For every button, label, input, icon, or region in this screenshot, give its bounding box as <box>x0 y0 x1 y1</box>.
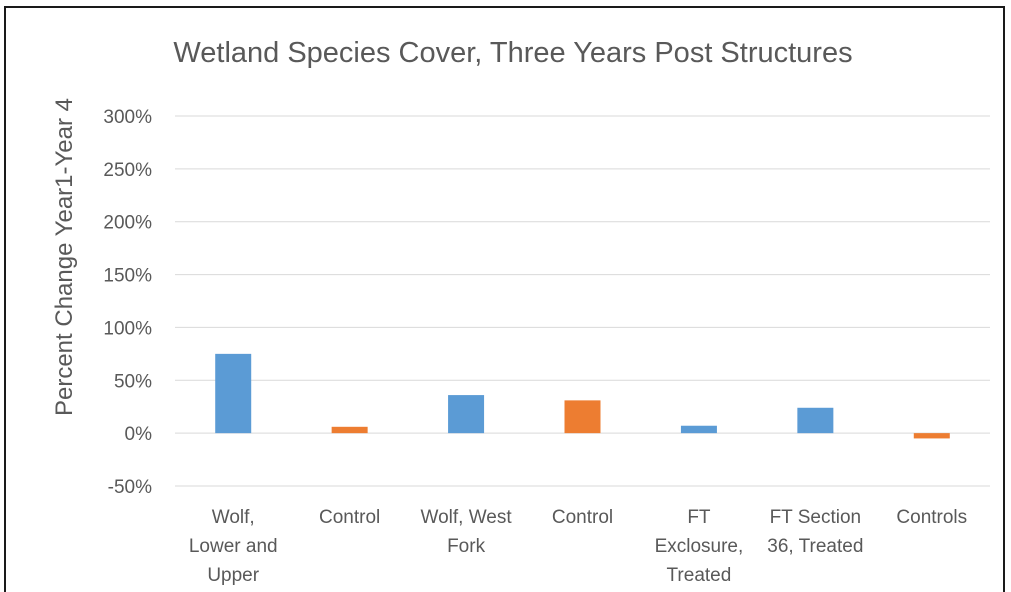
category-label: Control <box>552 507 613 528</box>
bar <box>448 395 485 434</box>
category-labels: Wolf, Lower and Upper Control Wolf, West Fork… <box>189 507 967 586</box>
bar <box>331 426 368 434</box>
gridlines <box>175 115 990 487</box>
bar <box>913 433 950 439</box>
bar <box>215 353 252 434</box>
bars <box>215 353 950 439</box>
y-tick-label: -50% <box>108 477 152 498</box>
category-label: Control <box>319 507 380 528</box>
category-label: Wolf, Lower and Upper <box>189 507 278 586</box>
chart-frame <box>4 6 1005 592</box>
y-tick-labels: 300% 250% 200% 150% 100% 50% 0% -50% <box>103 107 152 498</box>
bar <box>680 425 717 434</box>
y-tick-label: 150% <box>103 266 152 287</box>
y-tick-label: 300% <box>103 107 152 128</box>
y-tick-label: 250% <box>103 160 152 181</box>
y-axis-label: Percent Change Year1-Year 4 <box>51 98 78 416</box>
y-tick-label: 50% <box>114 371 152 392</box>
chart-title: Wetland Species Cover, Three Years Post … <box>173 37 852 69</box>
category-label: FT Section 36, Treated <box>767 507 863 557</box>
category-label: Wolf, West Fork <box>420 507 512 557</box>
y-tick-label: 100% <box>103 318 152 339</box>
y-tick-label: 200% <box>103 213 152 234</box>
bar <box>564 400 601 434</box>
category-label: FT Exclosure, Treated <box>655 507 744 586</box>
y-tick-label: 0% <box>125 424 153 445</box>
category-label: Controls <box>896 507 967 528</box>
bar <box>797 407 834 434</box>
